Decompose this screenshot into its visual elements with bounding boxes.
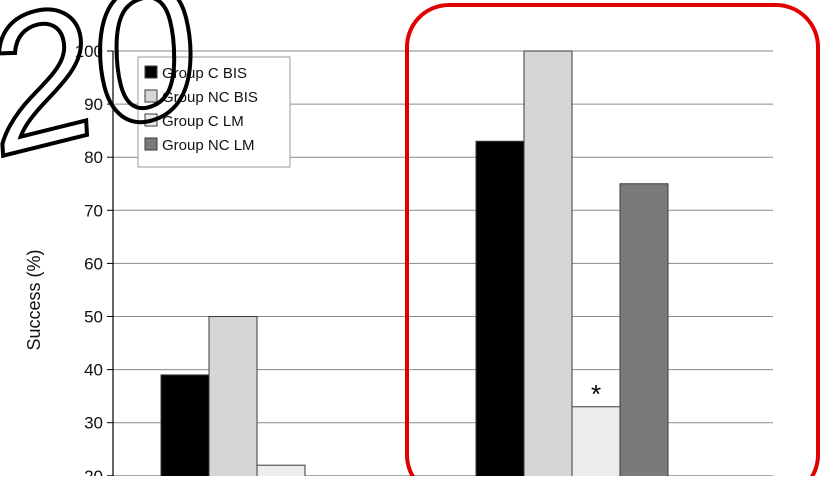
legend-label-3: Group C LM: [162, 113, 244, 130]
bar-group-c-lm-1: [256, 464, 306, 479]
legend-swatch-2: [144, 89, 158, 103]
y-tick-label-70: 70: [84, 201, 103, 220]
bar-group-nc-bis-2: [523, 50, 573, 479]
legend-label-4: Group NC LM: [162, 137, 255, 154]
bar-group-c-bis-1: [160, 374, 210, 479]
legend-box: [137, 56, 291, 168]
y-tick-label-40: 40: [84, 361, 103, 380]
legend-label-1: Group C BIS: [162, 65, 247, 82]
y-tick-label-100: 100: [75, 42, 103, 61]
y-axis-label: Success (%): [24, 249, 44, 350]
legend-swatch-4: [144, 137, 158, 151]
legend-swatch-1: [144, 65, 158, 79]
y-tick-label-60: 60: [84, 254, 103, 273]
y-tick-label-50: 50: [84, 308, 103, 327]
y-tick-label-20: 20: [84, 467, 103, 476]
legend-swatch-3: [144, 113, 158, 127]
bar-group-nc-lm-2: [619, 183, 669, 479]
highlight-box: [405, 3, 820, 481]
bar-group-c-lm-2: [571, 406, 621, 479]
legend-label-2: Group NC BIS: [162, 89, 258, 106]
annotation-asterisk-1: *: [591, 379, 601, 409]
y-tick-label-90: 90: [84, 95, 103, 114]
y-tick-label-30: 30: [84, 414, 103, 433]
bar-group-nc-bis-1: [208, 316, 258, 479]
y-tick-label-80: 80: [84, 148, 103, 167]
bar-group-c-bis-2: [475, 140, 525, 479]
